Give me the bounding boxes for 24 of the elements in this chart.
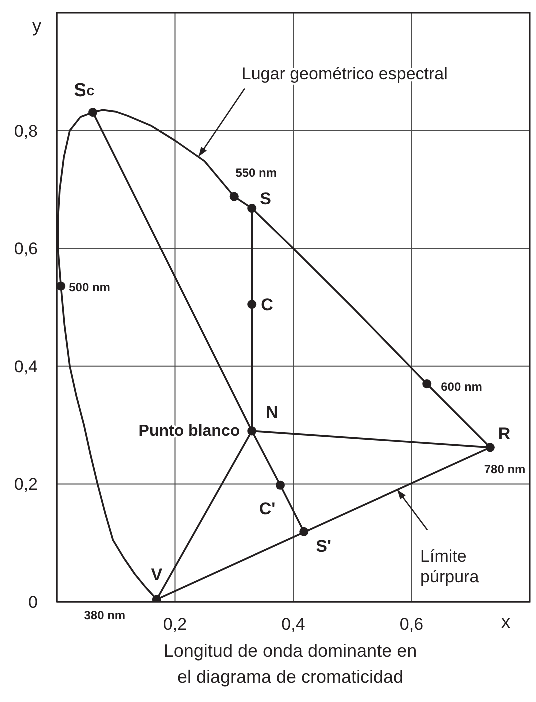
annotation: N xyxy=(266,402,278,422)
annotation: 500 nm xyxy=(69,280,110,294)
y-tick-label: 0,2 xyxy=(14,475,38,494)
annotation: C xyxy=(261,295,274,314)
x-tick-label: 0,6 xyxy=(400,615,424,634)
annotation: R xyxy=(498,424,511,444)
annotation: 550 nm xyxy=(236,166,278,180)
annotation: C' xyxy=(259,498,276,518)
annotation: 600 nm xyxy=(441,380,482,394)
x-axis-title: x xyxy=(502,612,510,632)
y-tick-label: 0,8 xyxy=(14,122,38,141)
annotation: Límite púrpura xyxy=(420,546,480,586)
y-tick-label: 0 xyxy=(28,593,38,612)
text: Longitud de onda dominante en el diagrama de cromaticidad xyxy=(164,641,418,687)
annotation: S xyxy=(260,189,272,208)
annotation: S' xyxy=(316,536,332,556)
annotation: 780 nm xyxy=(484,462,526,477)
x-tick-label: 0,2 xyxy=(163,615,188,634)
annotation: 380 nm xyxy=(84,608,126,623)
annotation: V xyxy=(151,565,164,584)
y-tick-label: 0,6 xyxy=(14,240,38,259)
x-tick-label: 0,4 xyxy=(282,615,306,634)
y-axis-title: y xyxy=(32,16,42,36)
y-tick-label: 0,4 xyxy=(14,357,38,376)
